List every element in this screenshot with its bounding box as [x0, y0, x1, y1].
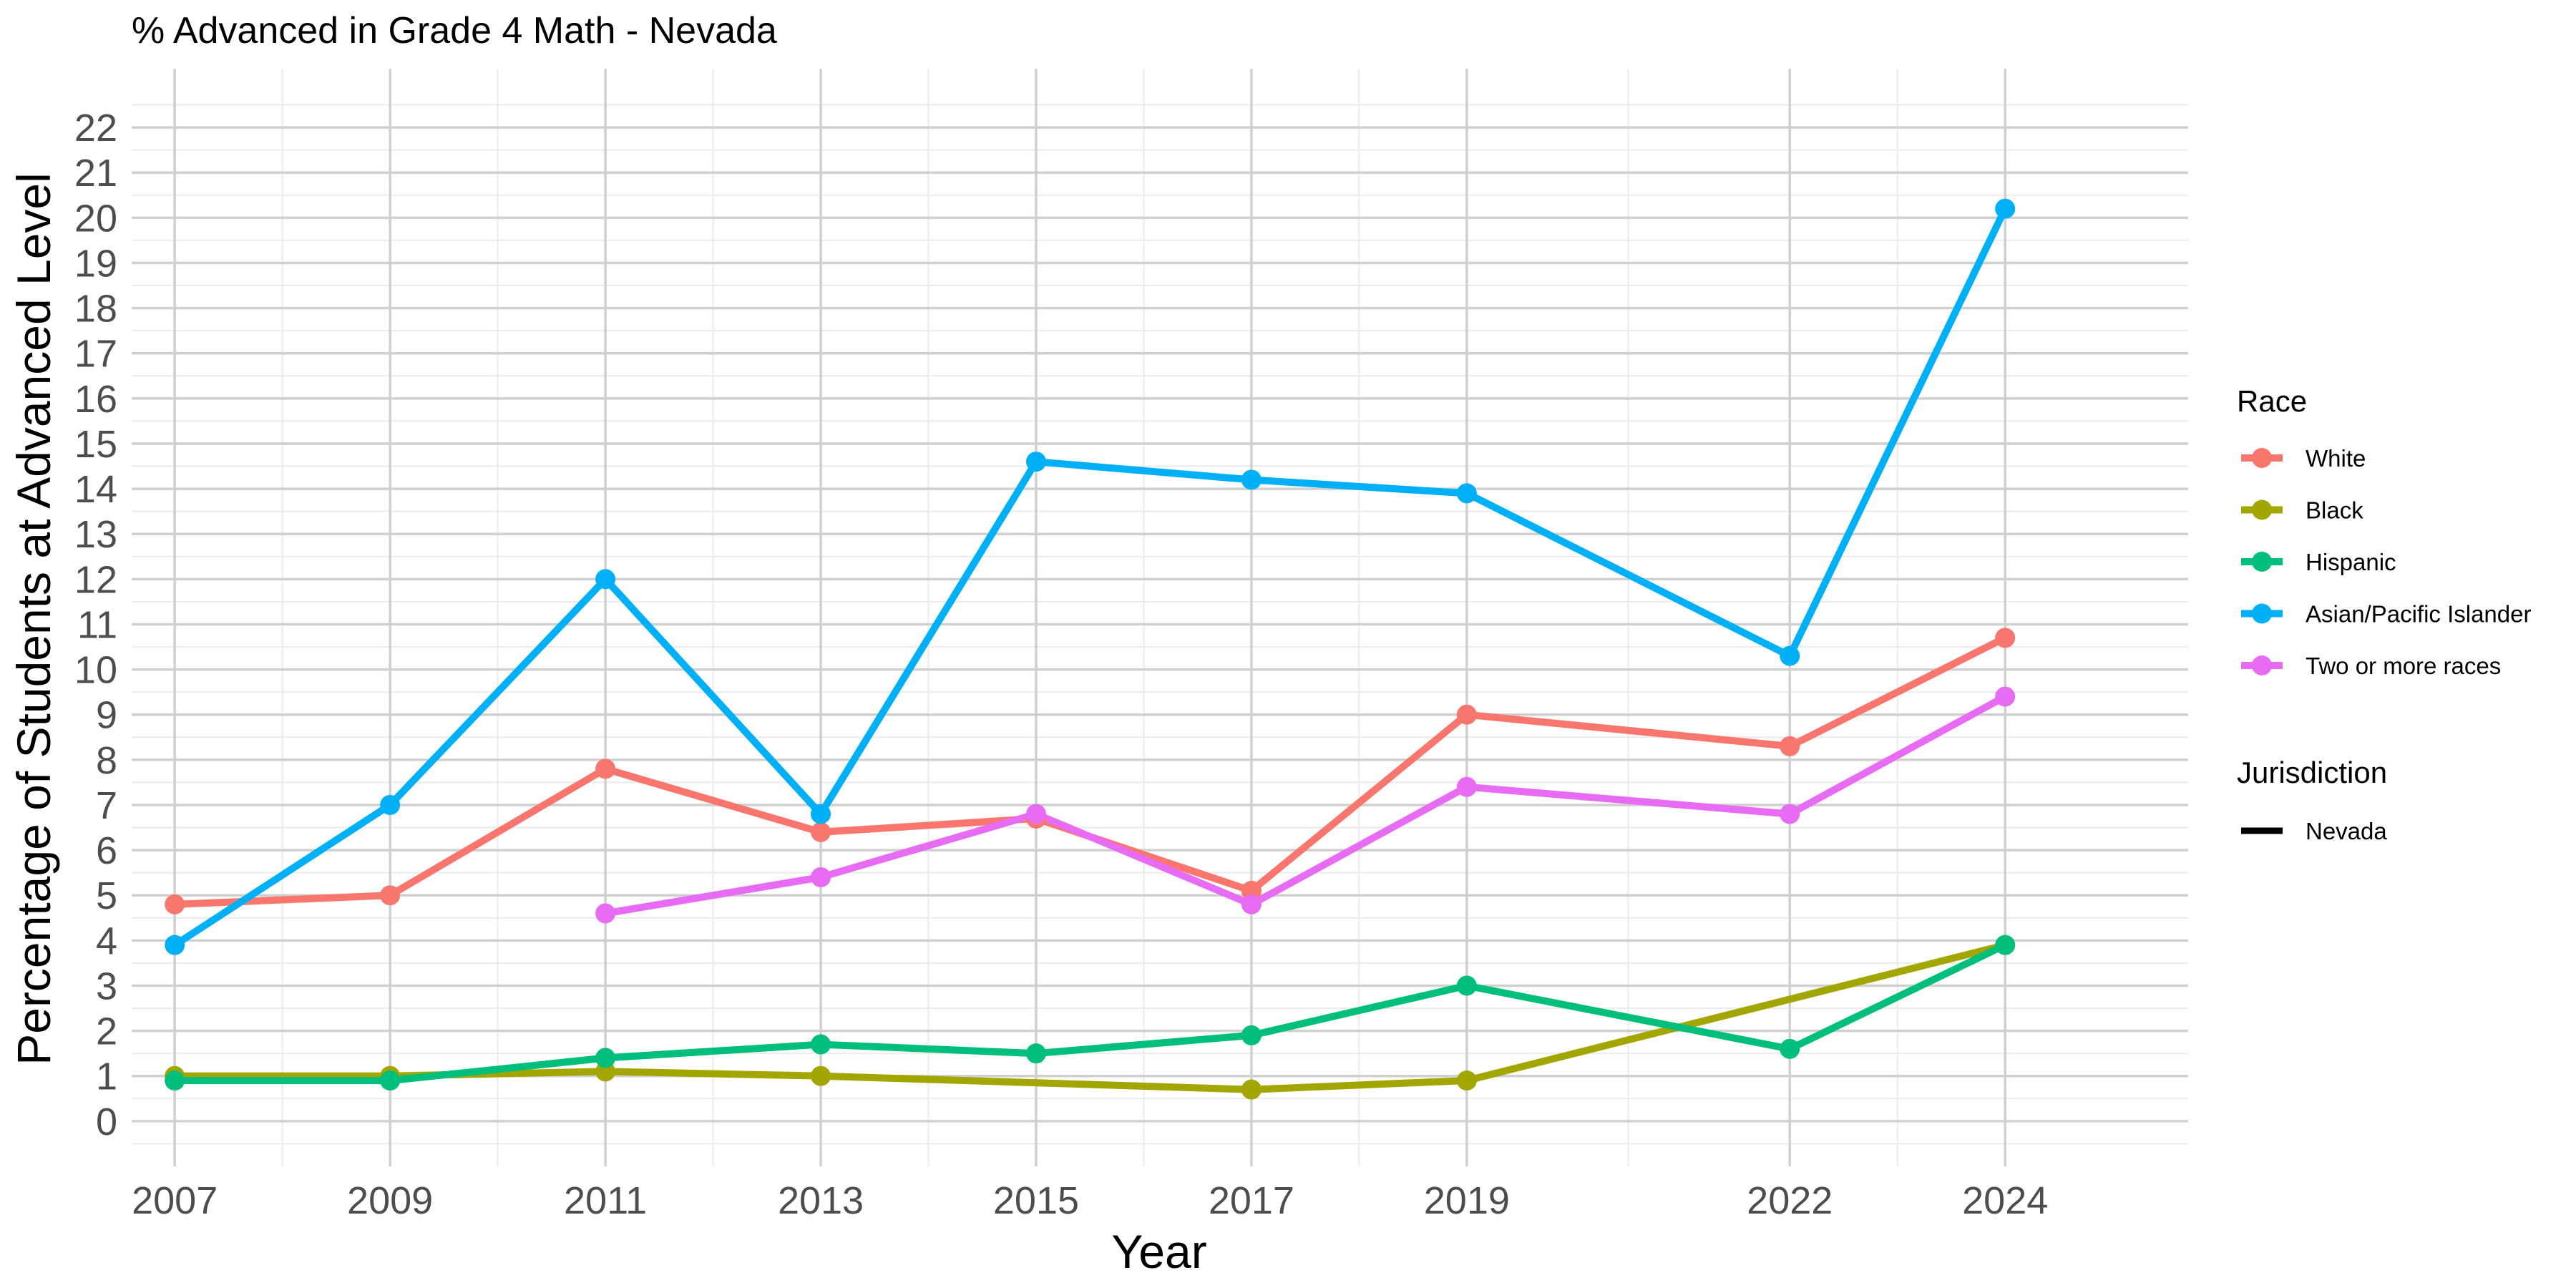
legend-label: Black	[2306, 497, 2363, 524]
y-tick-label: 2	[96, 1010, 117, 1053]
data-point	[1241, 1079, 1262, 1100]
data-point	[1780, 1038, 1800, 1059]
x-axis-tick-labels: 2007 2009 2011 2013 2015 2017 2019 2022 2024	[132, 1179, 2048, 1222]
x-tick-label: 2007	[132, 1179, 218, 1222]
data-point	[165, 935, 185, 955]
legend-label: Nevada	[2306, 818, 2387, 844]
data-point	[1995, 198, 2016, 219]
data-point	[1241, 894, 1262, 914]
legend-label: Two or more races	[2306, 653, 2501, 679]
legend-jurisdiction-items: Nevada	[2241, 818, 2387, 844]
data-point	[1241, 469, 1262, 490]
legend-race-items: White Black Hispanic Asian/Pacific Islander…	[2241, 445, 2531, 679]
data-point	[595, 758, 616, 779]
y-axis-title: Percentage of Students at Advanced Level	[7, 172, 60, 1065]
y-tick-label: 11	[77, 603, 117, 646]
y-tick-label: 6	[96, 829, 117, 872]
y-tick-label: 18	[74, 288, 117, 331]
data-point	[1241, 1025, 1262, 1045]
y-tick-label: 0	[96, 1101, 117, 1143]
legend-label: Asian/Pacific Islander	[2306, 601, 2531, 628]
data-point	[811, 821, 831, 842]
data-point	[380, 1070, 401, 1091]
y-tick-label: 14	[74, 468, 117, 511]
x-tick-label: 2009	[347, 1179, 433, 1222]
data-point	[1456, 1070, 1477, 1091]
y-tick-label: 10	[74, 649, 117, 692]
y-tick-label: 4	[96, 919, 117, 962]
data-point	[380, 794, 401, 815]
x-tick-label: 2022	[1747, 1179, 1833, 1222]
data-point	[1995, 628, 2016, 648]
data-point	[595, 569, 616, 590]
minor-gridlines	[132, 69, 2188, 1166]
data-point	[1456, 483, 1477, 504]
data-point	[595, 903, 616, 924]
series-points	[165, 198, 2016, 1100]
legend-key-point	[2252, 552, 2272, 572]
data-point	[1995, 686, 2016, 707]
data-point	[1456, 975, 1477, 996]
chart-title: % Advanced in Grade 4 Math - Nevada	[132, 10, 777, 52]
major-gridlines	[132, 69, 2188, 1166]
legend-label: Hispanic	[2306, 549, 2396, 575]
data-point	[1025, 1043, 1046, 1064]
y-tick-label: 7	[96, 784, 117, 827]
data-point	[165, 894, 185, 914]
y-tick-label: 3	[96, 965, 117, 1008]
legend-key-point	[2252, 499, 2272, 520]
data-point	[595, 1048, 616, 1068]
y-tick-label: 1	[96, 1055, 117, 1098]
legend-label: White	[2306, 445, 2366, 472]
y-tick-label: 12	[74, 558, 117, 601]
y-tick-label: 5	[96, 874, 117, 917]
y-tick-label: 20	[74, 197, 117, 240]
x-tick-label: 2024	[1962, 1179, 2048, 1222]
y-tick-label: 19	[74, 242, 117, 285]
y-tick-label: 16	[74, 378, 117, 421]
y-tick-label: 9	[96, 694, 117, 737]
data-point	[380, 885, 401, 906]
data-point	[165, 1070, 185, 1091]
data-point	[1456, 704, 1477, 725]
data-point	[1780, 804, 1800, 824]
data-point	[811, 867, 831, 887]
data-point	[1025, 804, 1046, 824]
y-tick-label: 22	[74, 107, 117, 150]
y-tick-label: 8	[96, 739, 117, 782]
legend-title-jurisdiction: Jurisdiction	[2237, 756, 2387, 789]
legend-key-point	[2252, 655, 2272, 675]
data-point	[1780, 645, 1800, 666]
y-tick-label: 13	[74, 513, 117, 556]
data-point	[1780, 736, 1800, 756]
x-tick-label: 2011	[564, 1179, 647, 1222]
x-tick-label: 2017	[1209, 1179, 1294, 1222]
y-tick-label: 15	[74, 423, 117, 466]
legend-title-race: Race	[2237, 384, 2307, 418]
data-point	[811, 1065, 831, 1086]
x-tick-label: 2019	[1424, 1179, 1510, 1222]
data-point	[1456, 776, 1477, 797]
x-tick-label: 2015	[993, 1179, 1079, 1222]
data-point	[1025, 452, 1046, 472]
x-axis-title: Year	[1111, 1225, 1206, 1278]
legend-key-point	[2252, 603, 2272, 624]
data-point	[1995, 935, 2016, 955]
data-point	[811, 1034, 831, 1055]
legend-key-point	[2252, 448, 2272, 468]
x-tick-label: 2013	[778, 1179, 864, 1222]
legend: Race White Black Hispanic Asian/Pacific Isl…	[2237, 384, 2531, 844]
y-tick-label: 17	[74, 333, 117, 376]
y-tick-label: 21	[74, 152, 117, 195]
data-point	[811, 804, 831, 824]
